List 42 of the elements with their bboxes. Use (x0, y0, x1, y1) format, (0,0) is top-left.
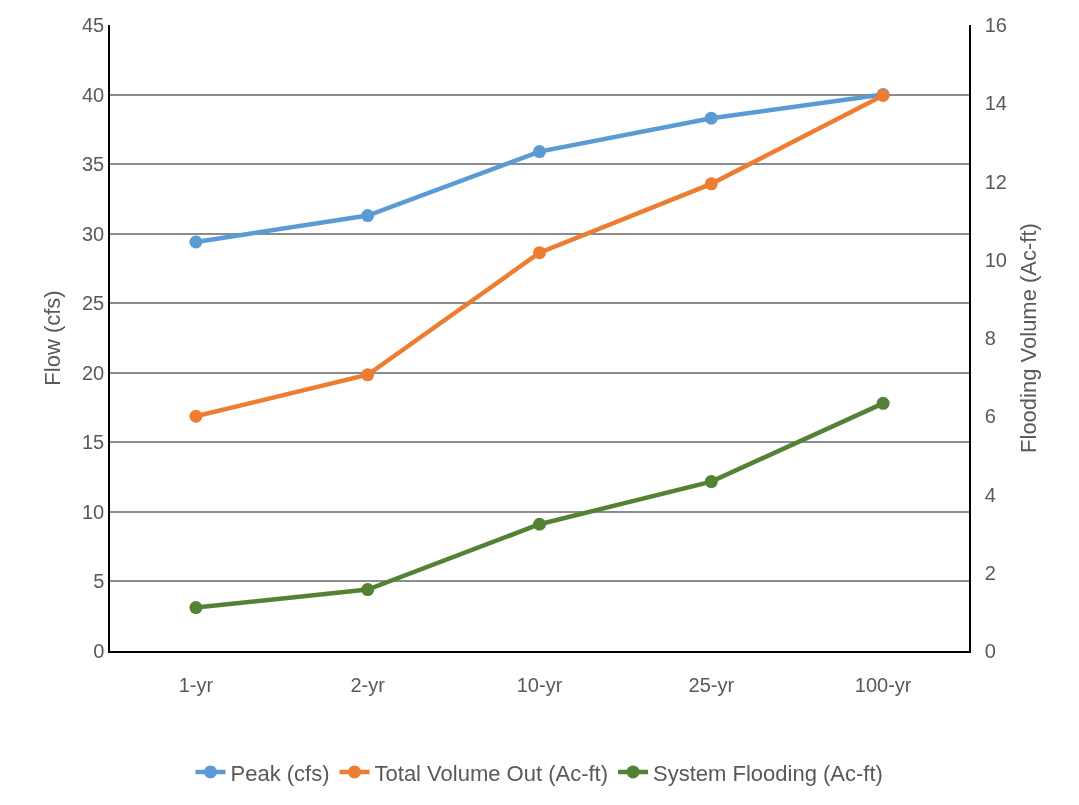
y2-tick-label: 16 (984, 14, 1007, 36)
y-tick-label: 25 (82, 292, 105, 315)
y2-tick-label: 12 (984, 170, 1007, 193)
y-tick-label: 20 (82, 361, 105, 384)
y2-axis-title: Flooding Volume (Ac-ft) (1016, 223, 1042, 453)
y-tick-label: 5 (93, 570, 105, 593)
point (704, 111, 718, 125)
y2-tick-label: 4 (984, 483, 996, 506)
point (361, 209, 375, 223)
y2-tick-label: 0 (984, 640, 996, 662)
point (189, 409, 203, 423)
point (361, 583, 375, 597)
legend-label: System Flooding (Ac-ft) (653, 760, 883, 786)
legend-label: Total Volume Out (Ac-ft) (374, 760, 609, 786)
x-tick-label: 100-yr (854, 673, 912, 696)
point (876, 396, 890, 410)
point (704, 177, 718, 191)
x-tick-label: 2-yr (350, 673, 386, 696)
y2-tick-label: 2 (984, 561, 996, 584)
y-tick-label: 15 (82, 431, 105, 454)
y-tick-label: 40 (82, 83, 105, 106)
point (189, 235, 203, 249)
y-axis-title: Flow (cfs) (40, 290, 66, 386)
y2-tick-label: 8 (984, 327, 996, 349)
point (704, 475, 718, 489)
point (361, 368, 375, 382)
point (533, 246, 546, 260)
x-tick-label: 1-yr (178, 673, 214, 696)
legend-label: Peak (cfs) (230, 760, 330, 786)
y2-tick-label: 6 (984, 405, 996, 428)
point (533, 145, 546, 159)
y-tick-label: 10 (82, 500, 105, 523)
y-tick-label: 30 (82, 222, 105, 245)
y-tick-label: 45 (82, 14, 105, 36)
point (189, 601, 203, 615)
x-tick-label: 10-yr (516, 673, 563, 696)
y2-tick-label: 14 (984, 92, 1007, 115)
point (533, 517, 546, 531)
x-tick-label: 25-yr (688, 673, 735, 696)
y2-tick-label: 10 (984, 248, 1007, 271)
y-tick-label: 35 (82, 153, 105, 176)
y-tick-label: 0 (93, 640, 105, 662)
